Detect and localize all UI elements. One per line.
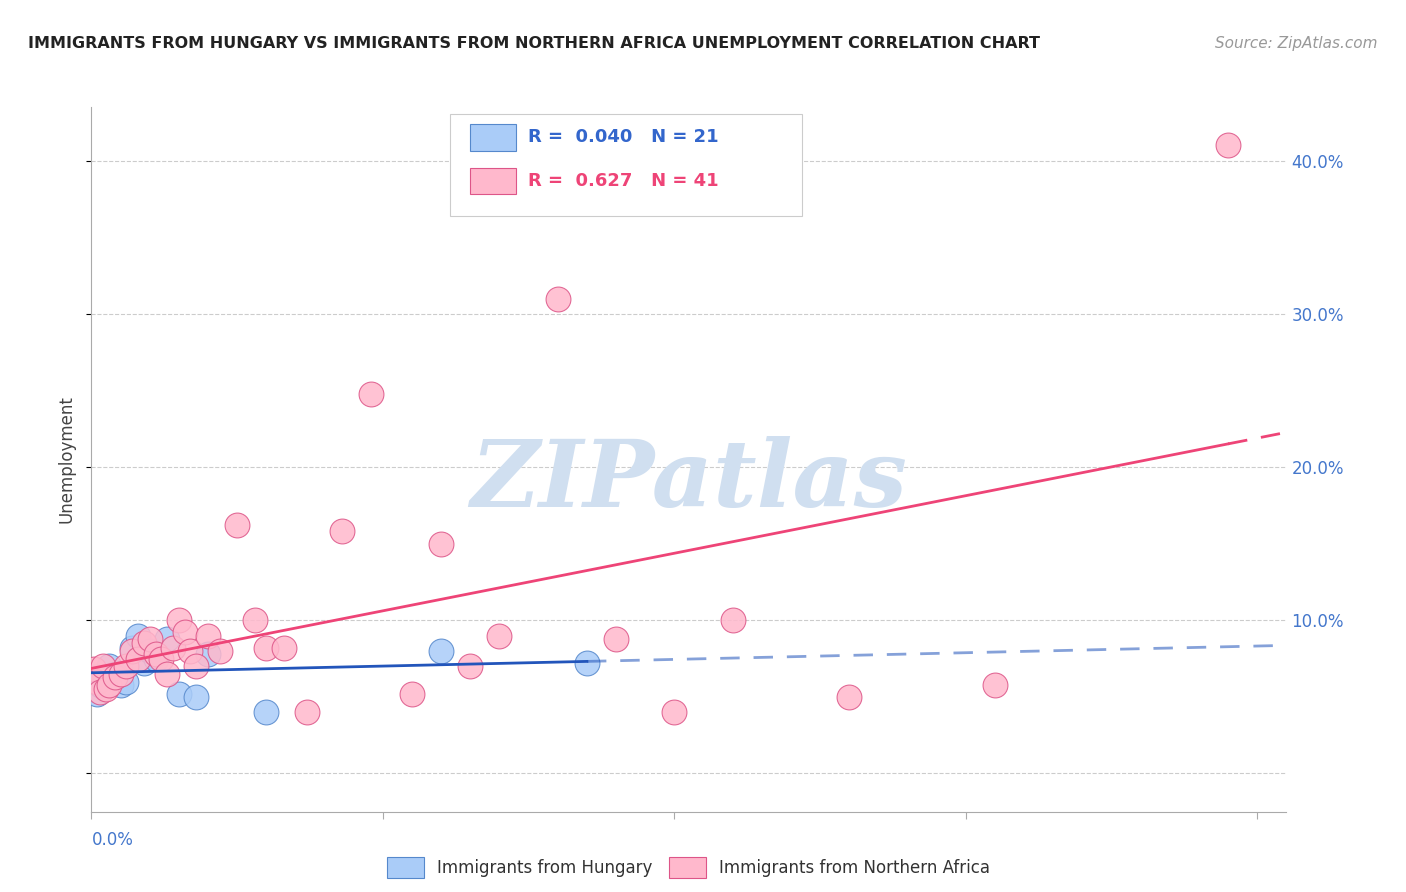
Point — [156, 632, 179, 646]
Point — [401, 687, 423, 701]
Point — [162, 640, 184, 655]
Point — [226, 518, 249, 533]
FancyBboxPatch shape — [470, 124, 516, 151]
Text: 0.0%: 0.0% — [91, 831, 134, 849]
Point — [430, 644, 453, 658]
Point — [104, 666, 127, 681]
Point — [156, 666, 179, 681]
Point — [360, 386, 382, 401]
Point — [132, 656, 155, 670]
Text: ZIPatlas: ZIPatlas — [471, 435, 907, 525]
Point — [110, 666, 132, 681]
Point — [460, 659, 482, 673]
Point — [197, 628, 219, 642]
Point — [132, 636, 155, 650]
Point — [110, 677, 132, 691]
Point — [83, 670, 105, 684]
Point — [89, 685, 111, 699]
Point — [104, 670, 127, 684]
Point — [97, 674, 120, 689]
Point — [86, 674, 108, 689]
Text: R =  0.040   N = 21: R = 0.040 N = 21 — [527, 128, 718, 146]
Point — [86, 687, 108, 701]
Point — [115, 674, 138, 689]
Point — [138, 644, 160, 658]
Point — [145, 647, 167, 661]
Point — [138, 632, 160, 646]
Point — [330, 524, 353, 539]
Point — [295, 705, 318, 719]
Point — [254, 640, 277, 655]
Point — [575, 656, 598, 670]
Y-axis label: Unemployment: Unemployment — [58, 395, 76, 524]
Point — [121, 640, 143, 655]
Point — [605, 632, 627, 646]
Point — [145, 651, 167, 665]
Point — [89, 677, 111, 691]
Point — [121, 644, 143, 658]
Point — [91, 672, 114, 686]
Point — [167, 687, 190, 701]
Point — [115, 659, 138, 673]
Point — [83, 662, 105, 676]
Text: R =  0.627   N = 41: R = 0.627 N = 41 — [527, 172, 718, 190]
Point — [984, 677, 1007, 691]
Point — [179, 644, 201, 658]
Point — [273, 640, 295, 655]
Point — [127, 628, 149, 642]
FancyBboxPatch shape — [470, 168, 516, 194]
Point — [254, 705, 277, 719]
Point — [127, 651, 149, 665]
Point — [186, 690, 208, 704]
Point — [838, 690, 860, 704]
Point — [150, 651, 173, 665]
Point — [97, 677, 120, 691]
Point — [94, 682, 117, 697]
Legend: Immigrants from Hungary, Immigrants from Northern Africa: Immigrants from Hungary, Immigrants from… — [381, 851, 997, 885]
Point — [173, 625, 195, 640]
Point — [243, 613, 266, 627]
Text: Source: ZipAtlas.com: Source: ZipAtlas.com — [1215, 36, 1378, 51]
Point — [664, 705, 686, 719]
Point — [91, 659, 114, 673]
Point — [197, 647, 219, 661]
Point — [97, 659, 120, 673]
Point — [721, 613, 744, 627]
Point — [547, 292, 569, 306]
FancyBboxPatch shape — [450, 114, 803, 216]
Point — [186, 659, 208, 673]
Point — [1218, 138, 1240, 153]
Point — [430, 536, 453, 550]
Point — [488, 628, 510, 642]
Text: IMMIGRANTS FROM HUNGARY VS IMMIGRANTS FROM NORTHERN AFRICA UNEMPLOYMENT CORRELAT: IMMIGRANTS FROM HUNGARY VS IMMIGRANTS FR… — [28, 36, 1040, 51]
Point — [167, 613, 190, 627]
Point — [208, 644, 231, 658]
